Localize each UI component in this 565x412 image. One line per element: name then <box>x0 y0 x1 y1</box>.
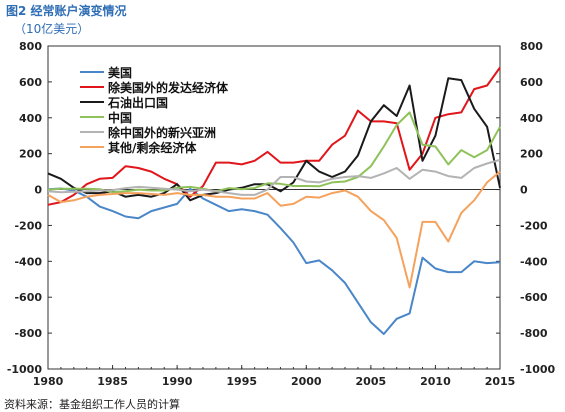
y-tick-label-right: 800 <box>520 40 543 53</box>
x-tick-label: 1990 <box>162 375 193 388</box>
y-tick-label-left: 600 <box>19 76 42 89</box>
series-line-2 <box>47 77 501 202</box>
x-tick-label: 1980 <box>33 375 64 388</box>
y-tick-label-left: 0 <box>34 184 42 197</box>
y-tick-label-left: 800 <box>19 40 42 53</box>
plot-frame <box>47 45 501 370</box>
y-tick-label-right: -400 <box>520 255 548 268</box>
x-tick-label: 2005 <box>356 375 387 388</box>
series-line-0 <box>47 187 501 335</box>
y-tick-label-right: 600 <box>520 76 543 89</box>
x-tick-label: 1985 <box>97 375 128 388</box>
legend-label-1: 除美国外的发达经济体 <box>108 80 229 95</box>
chart-title: 图2 经常账户演变情况 <box>6 4 127 18</box>
y-tick-label-right: 0 <box>520 184 528 197</box>
source-note: 资料来源：基金组织工作人员的计算 <box>4 398 180 411</box>
chart-subtitle: （10亿美元） <box>14 22 90 36</box>
y-tick-label-left: 200 <box>19 148 42 161</box>
y-tick-label-left: -400 <box>14 255 42 268</box>
series-lines <box>47 66 501 335</box>
legend-label-3: 中国 <box>108 110 132 125</box>
axes: -1000 -1000 -800 -800 -600 -600 -400 -400 -200 -2… <box>7 40 556 388</box>
y-tick-label-right: 200 <box>520 148 543 161</box>
x-tick-label: 1995 <box>226 375 257 388</box>
x-tick-label: 2015 <box>485 375 516 388</box>
series-line-4 <box>47 158 501 196</box>
legend-label-4: 除中国外的新兴亚洲 <box>108 125 216 140</box>
y-tick-label-left: -200 <box>14 219 42 232</box>
x-tick-label: 2000 <box>291 375 322 388</box>
y-tick-label-right: -800 <box>520 327 548 340</box>
legend-label-0: 美国 <box>108 65 132 80</box>
y-tick-label-right: -600 <box>520 291 548 304</box>
series-line-1 <box>47 66 501 206</box>
y-tick-label-left: -800 <box>14 327 42 340</box>
y-tick-label-left: -1000 <box>7 363 43 376</box>
series-line-5 <box>47 170 501 289</box>
y-tick-label-right: -200 <box>520 219 548 232</box>
x-tick-label: 2010 <box>420 375 451 388</box>
y-tick-label-right: -1000 <box>520 363 556 376</box>
y-tick-label-left: -600 <box>14 291 42 304</box>
y-tick-label-left: 400 <box>19 112 42 125</box>
legend-label-5: 其他/剩余经济体 <box>108 140 197 155</box>
legend-label-2: 石油出口国 <box>107 95 168 110</box>
y-tick-label-right: 400 <box>520 112 543 125</box>
